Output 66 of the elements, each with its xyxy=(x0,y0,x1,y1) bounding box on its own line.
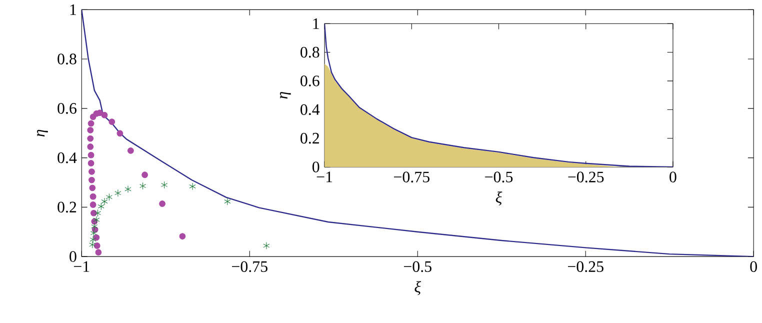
point xyxy=(88,176,95,184)
y-axis-title: η xyxy=(37,130,48,136)
point xyxy=(88,152,94,158)
point xyxy=(88,160,94,166)
point xyxy=(116,130,124,136)
point xyxy=(98,202,104,210)
point xyxy=(94,209,102,217)
point xyxy=(114,189,122,197)
point xyxy=(93,216,100,224)
y-tick-label: 0 xyxy=(312,161,320,172)
point xyxy=(90,193,96,200)
x-tick-label: 0 xyxy=(670,172,676,182)
x-tick-label: −0.5 xyxy=(404,261,432,272)
point xyxy=(101,198,108,206)
point xyxy=(91,222,98,230)
y-tick-label: 0.2 xyxy=(58,202,76,212)
point xyxy=(140,182,146,190)
point xyxy=(89,184,96,191)
x-axis-title: ξ xyxy=(414,281,422,295)
point xyxy=(128,147,134,154)
point xyxy=(179,233,186,240)
y-tick-label: 0.4 xyxy=(300,104,320,115)
line-series xyxy=(324,23,673,167)
y-tick-label: 1 xyxy=(70,4,76,15)
x-axis-title: ξ xyxy=(496,191,502,206)
point xyxy=(89,240,96,248)
y-tick-label: 0.8 xyxy=(300,46,320,58)
point xyxy=(88,120,94,127)
point xyxy=(90,236,96,244)
point xyxy=(101,112,108,118)
y-tick-label: 1 xyxy=(313,18,319,29)
x-tick-label: 0 xyxy=(750,261,757,272)
x-tick-label: −0.25 xyxy=(568,172,604,182)
x-tick-label: −0.5 xyxy=(485,172,513,182)
y-tick-label: 0.6 xyxy=(58,102,76,114)
x-tick-label: −0.75 xyxy=(394,172,430,182)
y-tick-label: 0.8 xyxy=(58,54,76,64)
y-tick-label: 0.4 xyxy=(58,152,77,164)
point xyxy=(124,185,132,193)
point xyxy=(161,181,168,189)
y-tick-label: 0 xyxy=(70,251,76,262)
x-tick-label: −0.25 xyxy=(568,261,604,272)
point xyxy=(90,229,97,237)
x-tick-label: −1 xyxy=(316,172,332,182)
point xyxy=(159,200,166,207)
point xyxy=(88,168,95,175)
y-tick-label: 0.6 xyxy=(300,75,320,86)
point xyxy=(87,135,94,142)
point xyxy=(263,242,270,250)
point xyxy=(87,143,94,150)
y-tick-label: 0.2 xyxy=(300,132,319,144)
x-tick-label: −1 xyxy=(74,261,90,272)
point xyxy=(142,172,148,178)
point xyxy=(106,193,112,201)
point xyxy=(108,118,116,125)
y-axis-title: η xyxy=(280,92,291,99)
point xyxy=(224,198,231,206)
point xyxy=(95,249,102,256)
point xyxy=(87,126,94,134)
x-tick-label: −0.75 xyxy=(232,261,268,272)
point xyxy=(189,182,196,190)
point xyxy=(90,210,97,216)
line-series xyxy=(82,10,754,256)
point xyxy=(94,242,100,249)
point xyxy=(90,201,96,208)
point xyxy=(93,234,100,241)
